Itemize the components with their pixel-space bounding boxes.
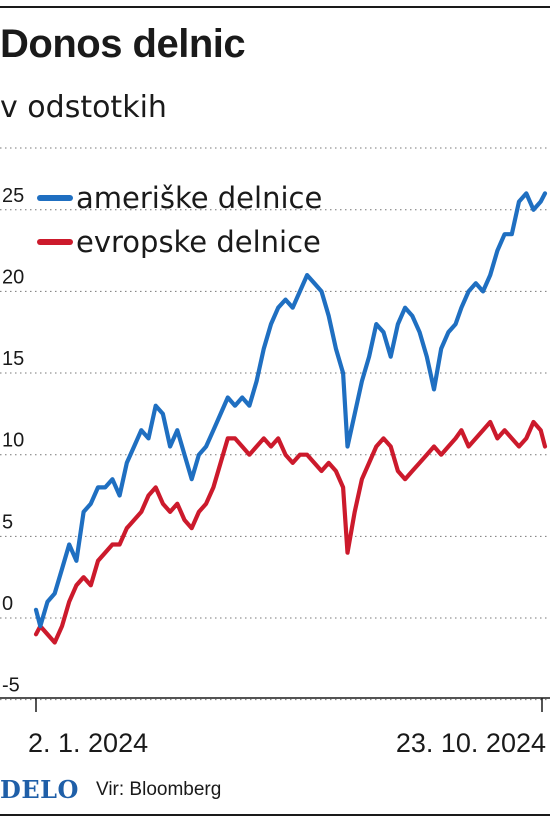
legend-label: evropske delnice [76,225,321,259]
source-note: Vir: Bloomberg [96,779,222,800]
delo-logo: DELO [0,775,79,804]
x-tick-label: 2. 1. 2024 [28,728,148,758]
y-tick-label: -5 [2,675,20,697]
y-tick-label: 5 [2,511,13,533]
legend-label: ameriške delnice [76,181,322,215]
legend: ameriške delnice evropske delnice [37,181,322,259]
top-rule [0,6,550,8]
gridlines [0,147,550,701]
chart-title: Donos delnic [0,22,246,66]
footer: DELO Vir: Bloomberg [0,771,550,807]
series-line-eu [33,419,548,645]
bottom-rule [0,814,550,816]
chart-subtitle: v odstotkih [0,90,167,125]
series-line-us [33,191,548,629]
x-axis: 2. 1. 2024 23. 10. 2024 [0,697,550,758]
x-tick-label: 23. 10. 2024 [396,728,546,758]
y-tick-label: 10 [2,430,24,452]
series-lines [33,191,548,645]
line-chart: -5 0 5 10 15 20 25 2. 1. 2024 23. 10. 2024 amer… [0,147,550,758]
y-tick-label: 0 [2,593,13,615]
y-tick-label: 25 [2,185,24,207]
y-tick-label: 15 [2,348,24,370]
y-axis-ticks: -5 0 5 10 15 20 25 [2,185,24,697]
y-tick-label: 20 [2,266,24,288]
